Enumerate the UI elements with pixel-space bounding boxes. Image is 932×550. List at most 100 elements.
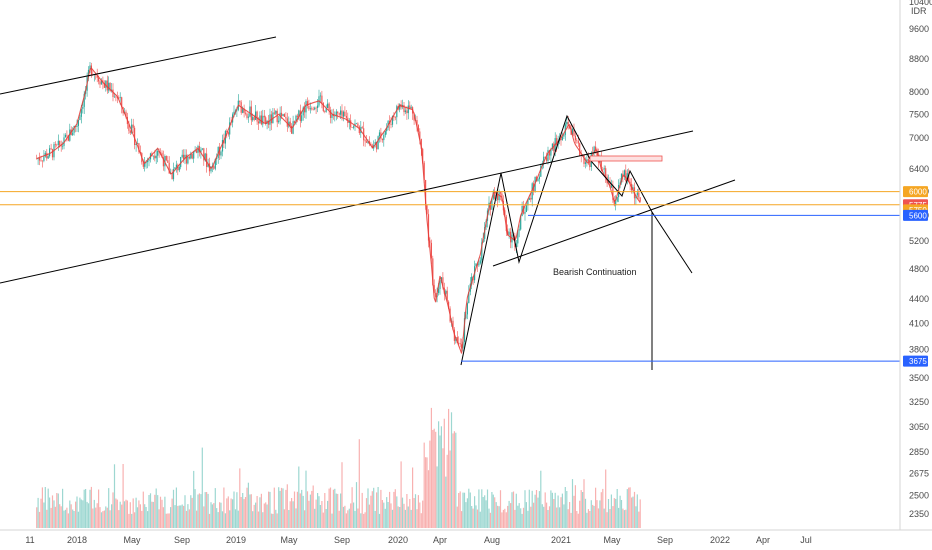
candle-body [135,143,137,145]
candle-body [207,163,209,167]
volume-bar [522,507,525,528]
candle-body [430,242,432,259]
volume-bar [263,503,265,528]
volume-bar [479,511,481,528]
candle-body [518,229,520,231]
volume-bar [237,510,239,528]
volume-bar [370,495,372,528]
candle-body [358,126,360,133]
candle-body [54,144,56,145]
volume-bar [100,512,103,528]
volume-bar [461,511,463,528]
volume-bar [270,513,273,528]
volume-bar [152,501,154,528]
volume-bar [211,504,213,528]
volume-bar [502,509,504,528]
candle-body [213,166,215,169]
candle-body [105,80,107,88]
volume-bar [197,494,199,528]
candle-body [73,126,75,133]
volume-bar [475,505,477,528]
candle-body [586,159,588,163]
volume-bar [533,502,535,528]
volume-bar [70,504,72,528]
volume-bar [308,500,310,528]
candle-body [550,149,552,156]
candle-body [59,140,61,146]
candle-body [60,145,62,147]
candle-body [609,181,611,188]
candle-body [579,143,581,156]
volume-bar [547,510,549,528]
candle-body [129,130,131,133]
volume-bar [105,506,107,528]
volume-bar [517,505,519,528]
volume-bar [535,490,538,528]
volume-bar [234,509,237,528]
volume-bar [318,496,320,528]
time-tick-label: 2021 [551,535,571,545]
volume-bar [92,508,94,528]
volume-bar [348,508,350,528]
volume-bar [629,487,631,528]
candle-body [422,148,424,163]
candle-body [56,144,58,146]
volume-bar [548,506,551,528]
candle-body [172,169,175,180]
volume-bar [508,500,510,528]
candle-body [201,148,203,150]
candle-body [603,168,605,170]
volume-bar [544,492,546,528]
volume-bar [49,497,51,528]
candle-body [256,111,258,122]
volume-bar [239,468,241,528]
volume-bar [223,487,225,528]
volume-bar [472,508,474,528]
volume-bar [266,504,268,528]
volume-bar [315,499,317,528]
volume-bar [194,489,196,528]
candle-body [282,114,284,117]
volume-bar [606,512,608,528]
volume-bar [334,488,336,528]
candle-body [220,151,222,156]
volume-bar [298,466,300,528]
candle-body [193,151,195,159]
volume-bar [595,487,597,528]
volume-bar [309,494,311,528]
volume-bar [184,495,186,528]
time-axis-labels[interactable]: 11 2018 May Sep 2019 May Sep 2020 Apr Aug 2021 May S… [25,535,811,545]
volume-bar [580,490,582,528]
candle-body [121,97,123,108]
candle-body [171,172,173,180]
volume-bar [430,407,432,528]
price-badge-label: 6000 [909,188,927,197]
volume-bar [435,431,437,528]
candle-body [253,117,255,120]
candle-body [69,129,71,141]
volume-bar [246,487,248,528]
time-tick-label: Sep [657,535,673,545]
volume-bar [368,504,370,528]
volume-bar [491,492,493,528]
volume-bar [499,490,502,528]
volume-bar [566,491,568,528]
volume-bar [63,510,65,528]
candle-body [381,138,383,141]
candle-body [138,143,140,152]
volume-bar [142,491,144,528]
volume-bar [96,503,98,528]
volume-bar [453,431,455,528]
volume-bar [72,509,74,528]
candle-body [260,115,262,125]
candle-body [416,120,418,125]
volume-bar [577,513,579,528]
horizontal-levels[interactable] [0,191,900,362]
volume-bar [613,498,615,528]
price-axis-top-label: 10400 [909,0,932,7]
volume-bar [80,499,82,528]
candle-body [426,205,428,215]
price-tick-label: 4400 [909,294,929,304]
candle-body [463,318,466,342]
